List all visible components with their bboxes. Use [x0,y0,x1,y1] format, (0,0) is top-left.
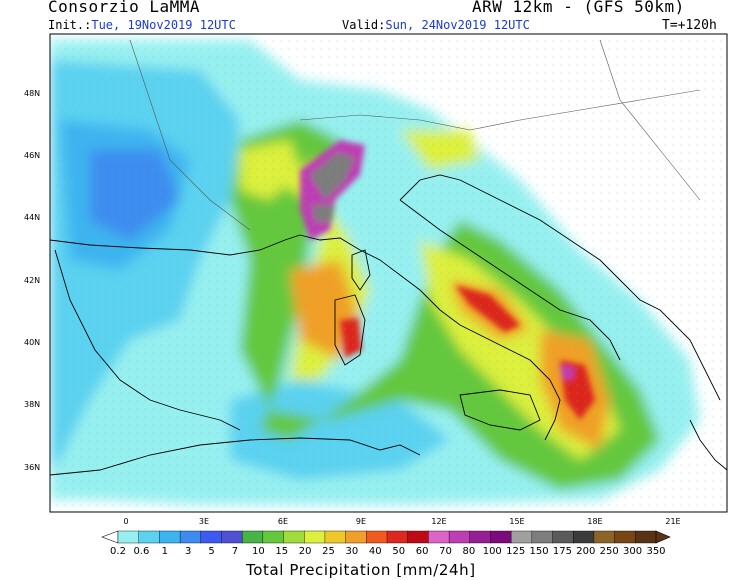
valid-value: Sun, 24Nov2019 12UTC [385,18,530,32]
colorbar-swatch [573,530,595,544]
colorbar-swatch [345,530,367,544]
colorbar-label: 175 [553,546,572,557]
colorbar-swatch [386,530,409,544]
colorbar-swatch [531,530,554,544]
lon-label-21E: 21E [665,517,680,526]
colorbar-label: 20 [299,546,312,557]
colorbar-swatch [324,530,347,544]
model-label: ARW 12km - (GFS 50km) [472,0,685,16]
colorbar-label: 1 [162,546,168,557]
init-value: Tue, 19Nov2019 12UTC [91,18,236,32]
colorbar-label: 70 [439,546,452,557]
colorbar-label: 60 [416,546,429,557]
colorbar-swatch [510,530,533,544]
map-border [49,33,728,513]
colorbar-swatch [138,530,160,544]
lon-label-6E: 6E [278,517,288,526]
lat-label-44N: 44N [24,213,40,222]
colorbar-swatch [221,530,243,544]
colorbar-label: 0.6 [133,546,149,557]
lat-label-36N: 36N [24,463,40,472]
colorbar-swatch [614,530,636,544]
colorbar-swatch [469,530,491,544]
lon-label-18E: 18E [587,517,602,526]
colorbar-label: 5 [208,546,214,557]
colorbar-swatch [159,530,181,544]
valid-time: Valid:Sun, 24Nov2019 12UTC [342,18,530,32]
lon-label-0: 0 [123,517,128,526]
colorbar-swatch [117,530,140,544]
lead-time: T=+120h [662,18,717,33]
colorbar-label: 30 [346,546,359,557]
coastlines [50,174,727,476]
borders [129,39,701,231]
colorbar-label: 250 [600,546,619,557]
lat-label-38N: 38N [24,400,40,409]
colorbar-label: 100 [483,546,502,557]
colorbar-swatch [241,530,264,544]
colorbar: 0.2 0.6 1 3 5 7 10 15 20 25 30 40 50 60 70 80 100 125 150 1… [101,530,671,557]
colorbar-label: 40 [369,546,382,557]
colorbar-label: 3 [185,546,191,557]
lon-label-3E: 3E [199,517,209,526]
colorbar-label: 25 [322,546,335,557]
colorbar-swatch [407,530,429,544]
colorbar-swatch [490,530,512,544]
longitude-labels: 0 3E 6E 9E 12E 15E 18E 21E [123,517,680,526]
lat-label-40N: 40N [24,338,40,347]
lon-label-12E: 12E [431,517,446,526]
colorbar-swatch [179,530,202,544]
init-time: Init.:Tue, 19Nov2019 12UTC [48,18,236,32]
colorbar-label: 300 [623,546,642,557]
colorbar-label: 10 [252,546,265,557]
colorbar-label: 0.2 [110,546,126,557]
colorbar-label: 125 [506,546,525,557]
colorbar-swatch [428,530,450,544]
colorbar-under-triangle [101,530,119,544]
colorbar-swatch [200,530,222,544]
colorbar-swatch [635,530,657,544]
lon-label-9E: 9E [356,517,366,526]
colorbar-swatch [366,530,388,544]
colorbar-label: 50 [392,546,405,557]
colorbar-label: 200 [576,546,595,557]
lat-label-46N: 46N [24,151,40,160]
colorbar-swatch [262,530,285,544]
colorbar-swatch [593,530,616,544]
colorbar-swatch [448,530,471,544]
map-frame [50,34,727,512]
init-label: Init.: [48,18,92,32]
colorbar-label: 7 [232,546,238,557]
colorbar-label: 150 [529,546,548,557]
colorbar-swatch [283,530,305,544]
latitude-labels: 48N 46N 44N 42N 40N 38N 36N [24,89,40,472]
colorbar-label: 350 [646,546,665,557]
colorbar-label: 15 [275,546,288,557]
lat-label-48N: 48N [24,89,40,98]
lat-label-42N: 42N [24,276,40,285]
colorbar-over-triangle [655,530,671,544]
colorbar-label: 80 [463,546,476,557]
colorbar-swatch [552,530,574,544]
lon-label-15E: 15E [509,517,524,526]
colorbar-caption: Total Precipitation [mm/24h] [246,561,476,579]
header-title: Consorzio LaMMA [48,0,200,16]
colorbar-swatch [304,530,326,544]
valid-label: Valid: [342,18,386,32]
